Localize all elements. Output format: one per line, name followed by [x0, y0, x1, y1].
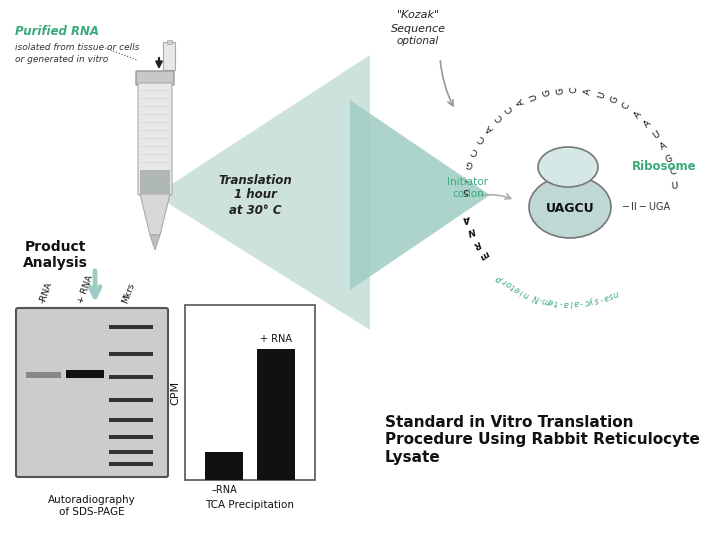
Text: G: G	[556, 86, 566, 94]
Text: C: C	[504, 104, 516, 114]
Text: Product
Analysis: Product Analysis	[22, 240, 87, 270]
Text: a: a	[602, 292, 610, 302]
Polygon shape	[140, 194, 170, 235]
FancyBboxPatch shape	[163, 42, 175, 70]
Text: y: y	[588, 296, 595, 306]
Text: m: m	[477, 249, 490, 261]
Text: t: t	[554, 298, 558, 307]
Text: C: C	[570, 87, 579, 93]
Text: n: n	[611, 288, 620, 298]
Text: G: G	[542, 88, 552, 97]
Text: 5: 5	[462, 186, 468, 195]
Text: A: A	[642, 119, 653, 130]
Text: U: U	[651, 129, 661, 140]
FancyBboxPatch shape	[26, 372, 61, 378]
Text: a: a	[563, 298, 569, 307]
Text: s: s	[593, 295, 600, 305]
Text: C: C	[470, 145, 480, 156]
Ellipse shape	[538, 147, 598, 187]
Text: C: C	[621, 102, 632, 111]
Ellipse shape	[529, 176, 611, 238]
Text: m: m	[541, 295, 551, 306]
Text: -: -	[598, 294, 604, 303]
Text: -: -	[539, 294, 544, 303]
Text: R: R	[472, 238, 482, 249]
Text: U: U	[528, 92, 539, 101]
FancyBboxPatch shape	[16, 308, 168, 477]
FancyBboxPatch shape	[109, 418, 153, 422]
Text: e: e	[547, 296, 554, 306]
FancyBboxPatch shape	[185, 305, 315, 480]
Text: ─ II ─ UGA: ─ II ─ UGA	[622, 202, 670, 212]
Text: –RNA: –RNA	[211, 485, 237, 495]
Polygon shape	[155, 55, 370, 330]
Text: Purified RNA: Purified RNA	[15, 25, 99, 38]
FancyBboxPatch shape	[109, 462, 153, 466]
Text: P: P	[496, 273, 505, 283]
Text: a: a	[573, 298, 579, 307]
Text: A: A	[463, 213, 472, 223]
Text: N: N	[531, 292, 541, 303]
Text: Initiator
codon: Initiator codon	[448, 177, 488, 199]
Text: ': '	[464, 172, 469, 181]
Text: t: t	[509, 282, 517, 292]
Text: c: c	[583, 297, 590, 307]
Text: l: l	[570, 299, 572, 307]
FancyBboxPatch shape	[167, 40, 172, 44]
Text: "Kozak": "Kozak"	[397, 10, 440, 20]
Text: Standard in Vitro Translation
Procedure Using Rabbit Reticulocyte
Lysate: Standard in Vitro Translation Procedure …	[385, 415, 700, 465]
Text: G: G	[609, 94, 620, 105]
Text: Sequence: Sequence	[390, 24, 446, 34]
Text: Mkrs: Mkrs	[120, 282, 136, 305]
Text: C: C	[494, 112, 505, 123]
Text: N: N	[467, 225, 477, 237]
Text: C: C	[668, 167, 677, 177]
Text: TCA Precipitation: TCA Precipitation	[205, 500, 294, 510]
FancyBboxPatch shape	[109, 325, 153, 329]
Text: A: A	[485, 122, 495, 133]
Text: G: G	[664, 154, 673, 165]
Text: A: A	[583, 88, 593, 96]
Text: r: r	[500, 276, 509, 286]
Text: isolated from tissue or cells: isolated from tissue or cells	[15, 43, 140, 52]
Text: optional: optional	[397, 36, 439, 46]
Text: -: -	[580, 298, 583, 307]
Text: A: A	[632, 109, 643, 120]
Text: n: n	[522, 289, 531, 299]
FancyBboxPatch shape	[109, 450, 153, 454]
FancyBboxPatch shape	[109, 398, 153, 402]
FancyBboxPatch shape	[205, 452, 243, 480]
Text: or generated in vitro: or generated in vitro	[15, 55, 108, 64]
Polygon shape	[140, 170, 170, 194]
Text: + RNA: + RNA	[77, 274, 95, 305]
FancyBboxPatch shape	[138, 83, 172, 195]
Text: CPM: CPM	[170, 381, 180, 404]
Polygon shape	[150, 235, 160, 250]
FancyBboxPatch shape	[109, 435, 153, 439]
Text: A: A	[516, 97, 527, 107]
Text: e: e	[513, 284, 522, 294]
FancyBboxPatch shape	[109, 375, 153, 379]
FancyBboxPatch shape	[109, 352, 153, 356]
Text: Ribosome: Ribosome	[632, 160, 697, 173]
Text: -RNA: -RNA	[38, 281, 54, 305]
Text: o: o	[504, 279, 513, 289]
Text: G: G	[465, 158, 474, 169]
Text: C: C	[477, 133, 487, 144]
FancyBboxPatch shape	[66, 370, 104, 378]
Text: A: A	[658, 141, 668, 152]
Text: i: i	[519, 287, 525, 296]
Polygon shape	[350, 100, 490, 290]
Text: Translation
1 hour
at 30° C: Translation 1 hour at 30° C	[218, 173, 292, 217]
Text: + RNA: + RNA	[260, 334, 292, 344]
FancyBboxPatch shape	[257, 349, 295, 480]
Text: Autoradiography
of SDS-PAGE: Autoradiography of SDS-PAGE	[48, 495, 136, 517]
Text: U: U	[596, 90, 607, 99]
Text: U: U	[671, 181, 678, 191]
Text: -: -	[559, 298, 563, 307]
Text: s: s	[607, 290, 615, 300]
FancyBboxPatch shape	[136, 71, 174, 85]
Text: UAGCU: UAGCU	[546, 202, 594, 215]
